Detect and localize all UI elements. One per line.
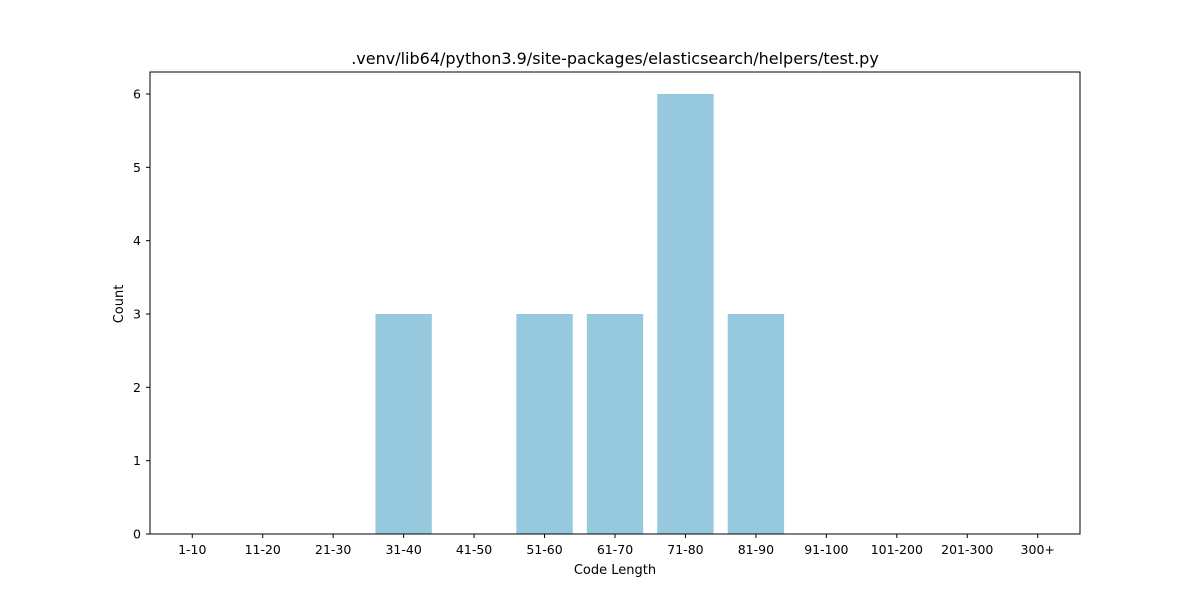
y-tick-label: 5 (133, 160, 141, 175)
bar-71-80 (657, 94, 714, 534)
bars-group (375, 94, 785, 534)
x-axis: 1-10 11-20 21-30 31-40 41-50 51-60 61-70 71-80 8… (178, 534, 1055, 557)
y-tick-label: 4 (133, 233, 141, 248)
bar-61-70 (586, 314, 644, 534)
chart-title: .venv/lib64/python3.9/site-packages/elas… (351, 49, 879, 68)
y-axis-label: Count (112, 285, 127, 324)
y-tick-label: 0 (133, 527, 141, 542)
x-tick-label: 41-50 (456, 542, 492, 557)
y-tick-label: 1 (133, 453, 141, 468)
x-tick-label: 101-200 (871, 542, 923, 557)
x-tick-label: 201-300 (941, 542, 993, 557)
y-tick-label: 3 (133, 307, 141, 322)
y-tick-label: 2 (133, 380, 141, 395)
x-tick-label: 91-100 (804, 542, 848, 557)
x-tick-label: 31-40 (385, 542, 421, 557)
x-axis-label: Code Length (574, 563, 656, 578)
x-tick-label: 11-20 (245, 542, 281, 557)
x-tick-label: 61-70 (597, 542, 633, 557)
x-tick-label: 300+ (1021, 542, 1055, 557)
x-tick-label: 51-60 (526, 542, 562, 557)
bar-81-90 (727, 314, 785, 534)
y-tick-label: 6 (133, 87, 141, 102)
bar-51-60 (516, 314, 573, 534)
x-tick-label: 71-80 (667, 542, 703, 557)
bar-31-40 (375, 314, 432, 534)
x-tick-label: 21-30 (315, 542, 351, 557)
y-axis: 0 1 2 3 4 5 6 (133, 87, 150, 542)
x-tick-label: 1-10 (178, 542, 206, 557)
x-tick-label: 81-90 (738, 542, 774, 557)
